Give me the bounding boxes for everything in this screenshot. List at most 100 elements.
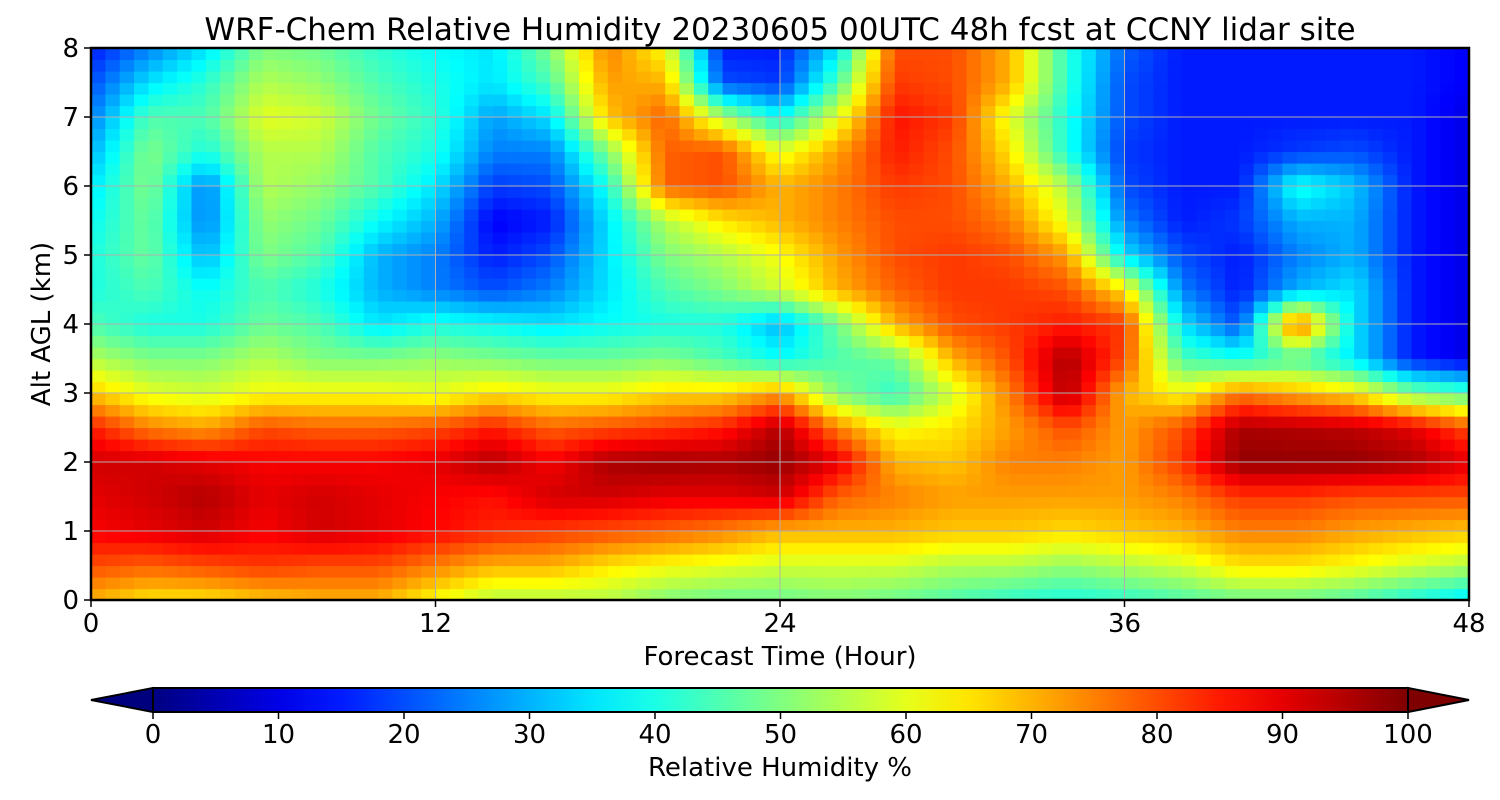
heatmap-cell <box>579 485 594 498</box>
heatmap-cell <box>693 278 709 291</box>
heatmap-cell <box>1253 554 1269 567</box>
heatmap-cell <box>923 416 939 429</box>
heatmap-cell <box>406 186 422 199</box>
heatmap-cell <box>1081 565 1097 578</box>
heatmap-cell <box>492 209 508 222</box>
heatmap-cell <box>866 588 882 600</box>
heatmap-cell <box>837 496 853 509</box>
heatmap-cell <box>449 473 465 486</box>
heatmap-cell <box>722 577 738 590</box>
heatmap-cell <box>1368 255 1384 268</box>
heatmap-cell <box>1368 508 1384 521</box>
heatmap-cell <box>1397 174 1413 187</box>
heatmap-cell <box>205 140 221 153</box>
heatmap-cell <box>335 163 350 176</box>
heatmap-cell <box>894 48 910 61</box>
heatmap-cell <box>593 496 609 509</box>
heatmap-cell <box>406 473 422 486</box>
heatmap-cell <box>1110 151 1126 164</box>
heatmap-cell <box>1038 151 1054 164</box>
heatmap-cell <box>1196 347 1212 360</box>
heatmap-cell <box>607 197 623 210</box>
heatmap-cell <box>1009 565 1025 578</box>
heatmap-cell <box>205 105 221 118</box>
heatmap-cell <box>464 542 480 555</box>
heatmap-cell <box>162 335 178 348</box>
heatmap-cell <box>622 289 638 302</box>
heatmap-cell <box>148 485 164 498</box>
heatmap-cell <box>220 278 236 291</box>
heatmap-cell <box>1167 370 1183 383</box>
heatmap-cell <box>291 117 307 130</box>
heatmap-cell <box>306 381 322 394</box>
heatmap-cell <box>679 370 695 383</box>
heatmap-cell <box>148 462 164 475</box>
heatmap-cell <box>191 577 207 590</box>
heatmap-cell <box>507 450 523 463</box>
heatmap-cell <box>535 232 551 245</box>
heatmap-cell <box>91 163 106 176</box>
heatmap-cell <box>162 496 178 509</box>
heatmap-cell <box>937 117 953 130</box>
heatmap-cell <box>966 565 982 578</box>
heatmap-cell <box>1124 370 1140 383</box>
heatmap-cell <box>1224 324 1240 337</box>
heatmap-cell <box>1167 473 1183 486</box>
heatmap-cell <box>909 450 925 463</box>
heatmap-cell <box>1067 243 1083 256</box>
heatmap-cell <box>134 232 150 245</box>
heatmap-cell <box>1024 496 1039 509</box>
heatmap-cell <box>1397 324 1413 337</box>
heatmap-cell <box>1038 542 1054 555</box>
heatmap-cell <box>808 565 824 578</box>
heatmap-cell <box>1296 301 1312 314</box>
heatmap-cell <box>593 151 609 164</box>
heatmap-cell <box>722 186 738 199</box>
heatmap-cell <box>923 232 939 245</box>
heatmap-cell <box>1024 197 1039 210</box>
heatmap-cell <box>679 416 695 429</box>
heatmap-cell <box>679 554 695 567</box>
heatmap-cell <box>1382 347 1398 360</box>
heatmap-cell <box>1009 450 1025 463</box>
heatmap-cell <box>693 71 709 84</box>
heatmap-cell <box>550 163 566 176</box>
heatmap-cell <box>1397 255 1413 268</box>
heatmap-cell <box>1181 485 1197 498</box>
heatmap-cell <box>378 209 394 222</box>
heatmap-cell <box>363 496 379 509</box>
heatmap-cell <box>205 324 221 337</box>
heatmap-cell <box>177 232 193 245</box>
heatmap-cell <box>1167 485 1183 498</box>
heatmap-cell <box>119 324 135 337</box>
heatmap-cell <box>1325 496 1341 509</box>
heatmap-cell <box>794 347 810 360</box>
heatmap-cell <box>177 220 193 233</box>
heatmap-cell <box>1009 117 1025 130</box>
heatmap-cell <box>1038 174 1054 187</box>
heatmap-cell <box>1124 301 1140 314</box>
heatmap-cell <box>679 508 695 521</box>
heatmap-cell <box>564 577 580 590</box>
heatmap-cell <box>751 278 767 291</box>
heatmap-cell <box>320 151 336 164</box>
heatmap-cell <box>1282 289 1298 302</box>
heatmap-cell <box>1282 128 1298 141</box>
heatmap-cell <box>1024 519 1039 532</box>
heatmap-cell <box>406 289 422 302</box>
heatmap-cell <box>248 128 264 141</box>
heatmap-cell <box>1138 59 1154 72</box>
colorbar-tick-label: 50 <box>764 720 797 750</box>
heatmap-cell <box>1110 358 1126 371</box>
heatmap-cell <box>291 577 307 590</box>
heatmap-cell <box>751 508 767 521</box>
heatmap-cell <box>1411 404 1427 417</box>
heatmap-cell <box>1052 347 1068 360</box>
heatmap-cell <box>320 312 336 325</box>
heatmap-cell <box>406 151 422 164</box>
heatmap-cell <box>378 542 394 555</box>
heatmap-cell <box>1440 508 1456 521</box>
heatmap-cell <box>894 197 910 210</box>
heatmap-cell <box>220 151 236 164</box>
heatmap-cell <box>378 393 394 406</box>
